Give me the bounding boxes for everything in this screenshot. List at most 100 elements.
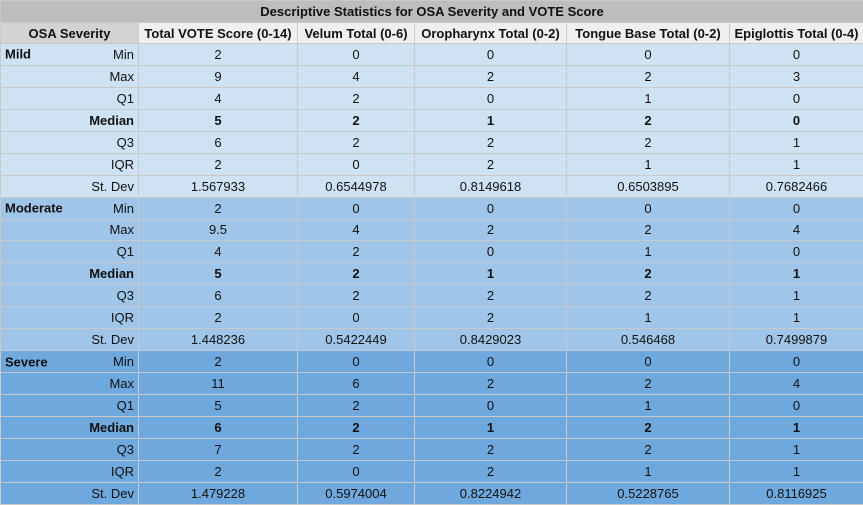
value-cell: 6 <box>138 284 298 308</box>
severity-label: Severe <box>5 354 48 370</box>
value-cell: 2 <box>414 218 567 242</box>
row-label-cell: Median <box>0 108 139 132</box>
stat-label: St. Dev <box>91 332 134 348</box>
value-cell: 0 <box>297 196 415 220</box>
value-cell: 9 <box>138 64 298 88</box>
header-osa-severity: OSA Severity <box>0 22 139 44</box>
stat-label: Min <box>113 46 134 62</box>
value-cell: 1 <box>566 394 730 417</box>
value-cell: 2 <box>138 350 298 374</box>
value-cell: 2 <box>297 240 415 264</box>
header-tongue-base: Tongue Base Total (0-2) <box>566 22 730 44</box>
severity-label: Moderate <box>5 200 63 216</box>
value-cell: 2 <box>297 262 415 286</box>
value-cell: 1 <box>728 262 863 286</box>
value-cell: 1 <box>728 459 863 483</box>
value-cell: 1 <box>566 306 730 330</box>
value-cell: 2 <box>297 108 415 132</box>
header-total-vote: Total VOTE Score (0-14) <box>138 22 298 44</box>
value-cell: 1.567933 <box>138 174 298 198</box>
value-cell: 2 <box>297 86 415 110</box>
table-row: IQR 2 0 2 1 1 <box>0 306 863 330</box>
value-cell: 2 <box>297 437 415 461</box>
row-label-cell: Mild Min <box>0 43 139 66</box>
value-cell: 0 <box>728 108 863 132</box>
stat-label: Q1 <box>116 244 134 260</box>
row-label-cell: St. Dev <box>0 328 139 352</box>
value-cell: 0 <box>297 306 415 330</box>
value-cell: 7 <box>138 437 298 461</box>
value-cell: 2 <box>566 415 730 439</box>
value-cell: 6 <box>138 130 298 154</box>
header-row: OSA Severity Total VOTE Score (0-14) Vel… <box>0 22 863 44</box>
value-cell: 4 <box>728 372 863 395</box>
value-cell: 0 <box>728 86 863 110</box>
stat-label: Max <box>109 376 134 392</box>
value-cell: 1 <box>566 240 730 264</box>
value-cell: 0 <box>297 459 415 483</box>
value-cell: 9.5 <box>138 218 298 242</box>
value-cell: 2 <box>414 64 567 88</box>
stat-label: Min <box>113 200 134 216</box>
value-cell: 2 <box>566 64 730 88</box>
value-cell: 0.8116925 <box>728 481 863 505</box>
value-cell: 0 <box>297 43 415 66</box>
value-cell: 0.5974004 <box>297 481 415 505</box>
value-cell: 2 <box>138 459 298 483</box>
row-label-cell: IQR <box>0 459 139 483</box>
value-cell: 0 <box>728 350 863 374</box>
value-cell: 5 <box>138 394 298 417</box>
row-label-cell: St. Dev <box>0 174 139 198</box>
table-row: Q1 5 2 0 1 0 <box>0 394 863 417</box>
value-cell: 1 <box>728 152 863 176</box>
value-cell: 5 <box>138 108 298 132</box>
value-cell: 6 <box>297 372 415 395</box>
table-row: Q3 6 2 2 2 1 <box>0 284 863 308</box>
value-cell: 1 <box>414 415 567 439</box>
stat-label: Median <box>89 266 134 282</box>
stat-label: IQR <box>110 310 134 326</box>
stat-label: Q3 <box>116 134 134 150</box>
value-cell: 0.5422449 <box>297 328 415 352</box>
table-row: St. Dev 1.448236 0.5422449 0.8429023 0.54646… <box>0 328 863 352</box>
stat-label: Median <box>89 419 134 435</box>
table-row: Max 9.5 4 2 2 4 <box>0 218 863 242</box>
value-cell: 2 <box>566 130 730 154</box>
stat-label: Median <box>89 112 134 128</box>
table-row: Q1 4 2 0 1 0 <box>0 240 863 264</box>
value-cell: 0 <box>728 43 863 66</box>
row-label-cell: IQR <box>0 306 139 330</box>
stat-label: Max <box>109 222 134 238</box>
table-row: IQR 2 0 2 1 1 <box>0 152 863 176</box>
value-cell: 3 <box>728 64 863 88</box>
value-cell: 4 <box>138 240 298 264</box>
value-cell: 0.5228765 <box>566 481 730 505</box>
value-cell: 0.7499879 <box>728 328 863 352</box>
value-cell: 0 <box>728 394 863 417</box>
value-cell: 0.8429023 <box>414 328 567 352</box>
table-row: St. Dev 1.567933 0.6544978 0.8149618 0.65038… <box>0 174 863 198</box>
stat-label: Q3 <box>116 441 134 457</box>
table-row: Median 5 2 1 2 0 <box>0 108 863 132</box>
table-row: Q3 7 2 2 2 1 <box>0 437 863 461</box>
value-cell: 2 <box>138 306 298 330</box>
value-cell: 2 <box>414 372 567 395</box>
table-title: Descriptive Statistics for OSA Severity … <box>0 0 863 23</box>
stat-label: Q3 <box>116 288 134 304</box>
header-oropharynx: Oropharynx Total (0-2) <box>414 22 567 44</box>
table-row: Max 9 4 2 2 3 <box>0 64 863 88</box>
table-row: St. Dev 1.479228 0.5974004 0.8224942 0.52287… <box>0 481 863 505</box>
table-row: Max 11 6 2 2 4 <box>0 372 863 395</box>
value-cell: 0.6503895 <box>566 174 730 198</box>
row-label-cell: Q3 <box>0 130 139 154</box>
value-cell: 2 <box>297 130 415 154</box>
value-cell: 0 <box>414 350 567 374</box>
value-cell: 2 <box>566 262 730 286</box>
table-row: Q1 4 2 0 1 0 <box>0 86 863 110</box>
table-row: Median 6 2 1 2 1 <box>0 415 863 439</box>
value-cell: 2 <box>414 152 567 176</box>
value-cell: 0 <box>728 240 863 264</box>
value-cell: 1 <box>566 152 730 176</box>
value-cell: 2 <box>297 284 415 308</box>
value-cell: 0 <box>414 394 567 417</box>
